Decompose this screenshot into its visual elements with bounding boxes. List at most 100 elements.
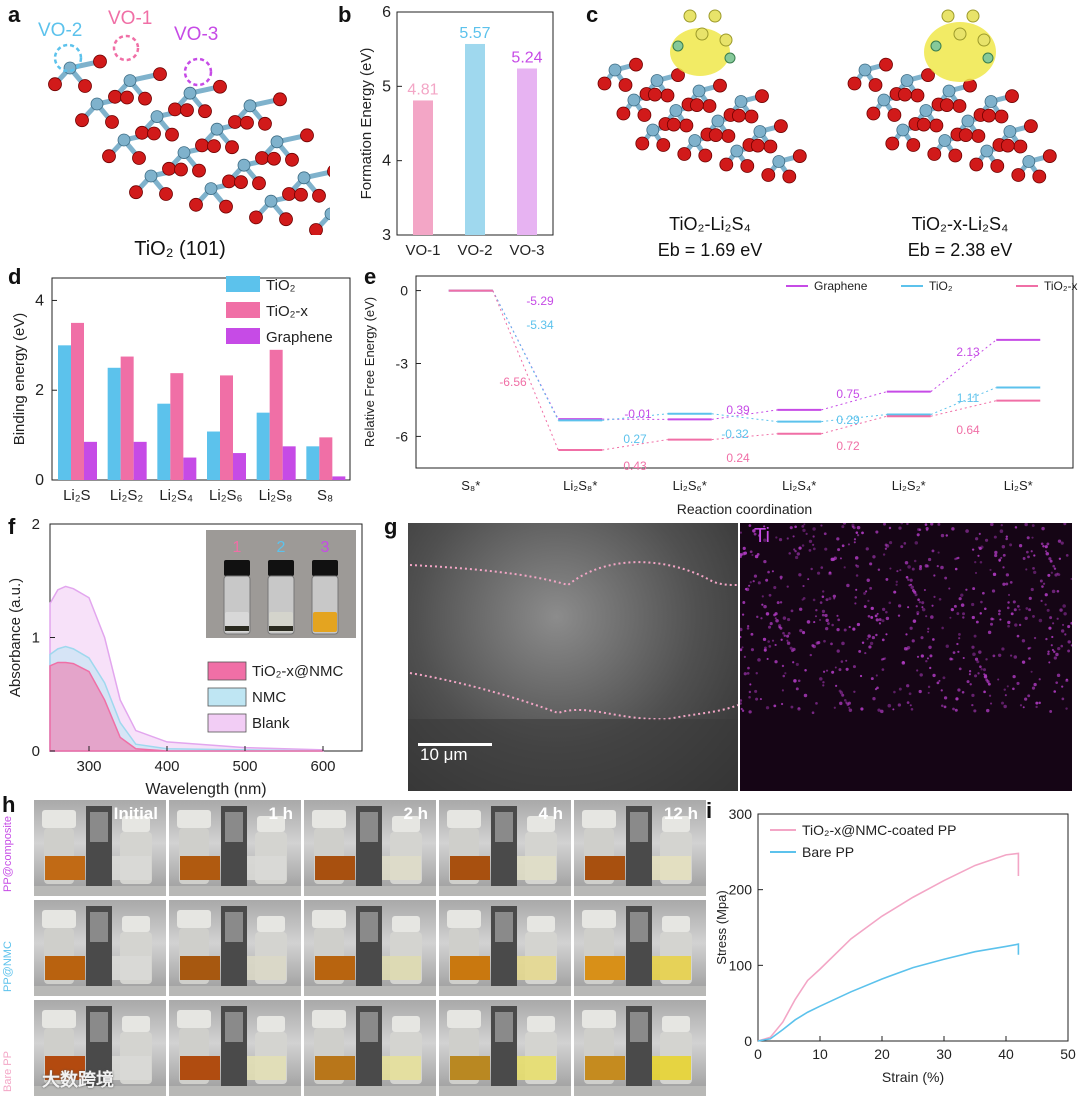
plot-frame [757, 813, 1069, 1042]
legend-swatch [207, 687, 247, 707]
bar-TiO2-4 [256, 412, 270, 480]
x-axis-label: Strain (%) [882, 1069, 944, 1085]
panel-label-h: h [2, 792, 16, 817]
time-label: 1 h [268, 804, 293, 823]
vial-cap [312, 560, 338, 576]
o-atom [948, 148, 963, 163]
ti-atom [711, 114, 725, 128]
x-tick-label: Li₂S₆ [209, 487, 243, 504]
ti-atom [646, 123, 660, 137]
o-atom [708, 128, 723, 143]
y-axis-label: Absorbance (a.u.) [7, 578, 24, 697]
vo2-label: VO-2 [38, 20, 83, 41]
tio2-li2s4-eb: Eb = 1.69 eV [657, 240, 763, 260]
o-atom [249, 210, 263, 225]
layer-boundary-lines [408, 561, 738, 791]
o-atom [219, 199, 233, 214]
stress-curve-TiO2-x@NMC-coated PP [757, 852, 1020, 1042]
o-atom [78, 79, 92, 93]
formation-energy-chart: 3 4 5 6 4.81 VO-1 5.57 VO-2 5.24 VO-3 Formation En… [358, 4, 554, 259]
connector [711, 409, 778, 420]
sulfur-atom [695, 27, 709, 41]
ti-atom [627, 93, 641, 107]
connector [492, 290, 559, 421]
ti-atom [204, 182, 218, 196]
connector [602, 413, 668, 421]
x-tick-label: S₈ [317, 487, 333, 504]
ti-atom [210, 122, 224, 136]
o-atom [189, 197, 203, 212]
o-atom [153, 67, 167, 82]
ti-signal-dots [739, 521, 1074, 715]
bar-TiO2-1 [107, 367, 121, 480]
h-cell-photo [304, 1000, 436, 1096]
ti-atom [1022, 155, 1036, 168]
h-cell-photo [34, 1000, 166, 1096]
ti-atom [90, 97, 104, 111]
x-tick-label: 0 [754, 1046, 762, 1062]
charge-density-lobe [924, 22, 996, 82]
o-atom [282, 187, 296, 201]
ti-atom [734, 95, 748, 108]
x-tick-label: 50 [1060, 1046, 1076, 1062]
energy-change-label: 2.13 [956, 345, 980, 359]
panel-label-g: g [384, 514, 398, 539]
o-atom [102, 149, 116, 164]
bar-Graphene-3 [233, 453, 246, 480]
sulfur-atom [966, 9, 980, 23]
x-tick-label: 30 [936, 1046, 952, 1062]
ti-atom [896, 123, 910, 137]
panel-label-d: d [8, 264, 22, 289]
o-atom [731, 108, 746, 123]
bar-Graphene-1 [133, 441, 147, 480]
h-cell-photo [439, 900, 571, 996]
vial-label: 1 [233, 539, 242, 556]
panel-g: 10 μm Ti [408, 521, 1074, 791]
legend-swatch [226, 328, 260, 344]
bar-TiO2-x-1 [120, 356, 134, 480]
o-atom [129, 185, 143, 200]
vo3-site-marker [183, 57, 213, 87]
sulfur-atom [719, 33, 733, 47]
row-label: Bare PP [2, 1051, 14, 1092]
o-atom [761, 168, 776, 182]
o-atom [971, 129, 986, 143]
ti-atom [919, 104, 933, 117]
ti-atom [753, 125, 767, 138]
h-cell-photo: 12 h [574, 800, 706, 896]
h-cell-photo: Initial [34, 800, 166, 896]
time-label: 12 h [663, 804, 698, 823]
o-atom [637, 108, 652, 122]
o-atom [755, 89, 769, 103]
o-atom [165, 127, 179, 142]
ti-atom [984, 95, 998, 108]
vo1-site-marker [112, 34, 140, 62]
legend-label: TiO₂-x@NMC [252, 663, 343, 680]
ti-atom [730, 144, 744, 158]
y-tick-label: -3 [396, 355, 409, 371]
o-atom [1000, 138, 1015, 153]
ti-atom [688, 134, 702, 147]
o-atom [240, 115, 254, 130]
o-atom [222, 174, 236, 189]
o-atom [132, 151, 146, 165]
vial-sediment [269, 626, 293, 631]
legend-label: TiO₂-x@NMC-coated PP [802, 822, 957, 838]
y-axis-label: Stress (Mpa) [714, 890, 729, 964]
legend-swatch [207, 713, 247, 733]
h-cell-photo [169, 900, 301, 996]
o-atom [773, 119, 788, 133]
o-atom [782, 169, 797, 184]
value-label: 5.57 [459, 25, 490, 42]
vial-label: 2 [277, 539, 286, 556]
y-tick-label: 2 [32, 516, 40, 533]
energy-change-label: 0.39 [726, 403, 750, 417]
o-atom [138, 91, 152, 106]
ti-atom [183, 86, 197, 100]
vo1-label: VO-1 [108, 8, 153, 29]
o-atom [180, 103, 194, 118]
bar-TiO2-x-5 [319, 437, 333, 480]
energy-change-label: -5.29 [526, 294, 554, 308]
o-atom [300, 128, 314, 143]
tio2x-li2s4-eb: Eb = 2.38 eV [907, 240, 1013, 260]
